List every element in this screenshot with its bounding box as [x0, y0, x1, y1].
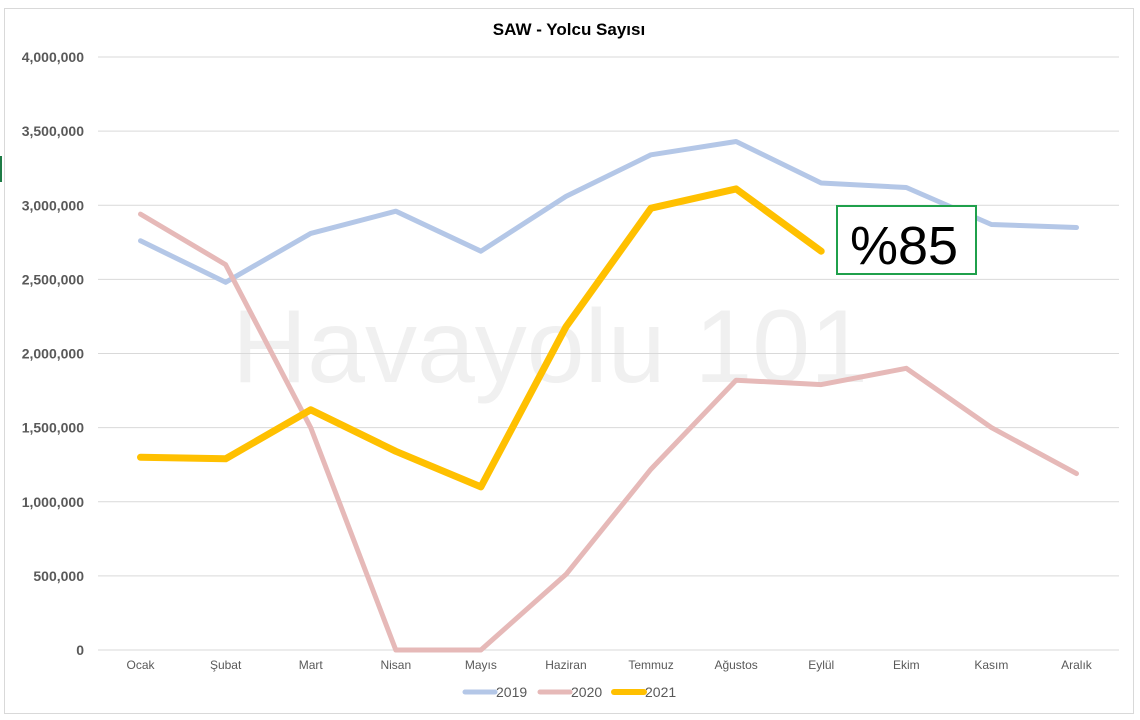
x-tick-label: Mayıs — [465, 658, 497, 672]
y-tick-label: 1,000,000 — [22, 494, 84, 510]
x-tick-label: Haziran — [545, 658, 586, 672]
x-tick-label: Mart — [299, 658, 324, 672]
x-tick-label: Kasım — [974, 658, 1008, 672]
legend-label-2020: 2020 — [571, 684, 602, 700]
series-line-2021 — [137, 185, 825, 491]
series-line-2020 — [138, 211, 1079, 653]
y-tick-label: 0 — [76, 642, 84, 658]
legend-label-2019: 2019 — [496, 684, 527, 700]
x-tick-label: Ocak — [127, 658, 156, 672]
selection-edge-marker — [0, 156, 2, 182]
x-tick-label: Şubat — [210, 658, 242, 672]
x-tick-label: Aralık — [1061, 658, 1093, 672]
series-lines — [137, 139, 1079, 653]
chart-frame — [4, 8, 1134, 714]
x-tick-label: Nisan — [380, 658, 411, 672]
percent-annotation: %85 — [836, 205, 977, 276]
y-tick-label: 2,000,000 — [22, 346, 84, 362]
x-axis: Ocak Şubat Mart Nisan Mayıs Haziran Temmuz Ağus… — [127, 658, 1093, 672]
legend-label-2021: 2021 — [645, 684, 676, 700]
x-tick-label: Eylül — [808, 658, 834, 672]
grid-lines — [98, 56, 1119, 651]
x-tick-label: Ekim — [893, 658, 920, 672]
watermark-text: Havayolu 101 — [232, 289, 868, 405]
x-tick-label: Ağustos — [714, 658, 757, 672]
x-tick-label: Temmuz — [628, 658, 673, 672]
y-tick-label: 4,000,000 — [22, 49, 84, 65]
legend: 2019 2020 2021 — [462, 684, 676, 700]
annotation-box — [836, 205, 977, 275]
y-tick-label: 500,000 — [33, 568, 84, 584]
annotation-text: %85 — [850, 216, 958, 276]
y-tick-label: 2,500,000 — [22, 271, 84, 287]
chart-title: SAW - Yolcu Sayısı — [493, 20, 645, 39]
y-tick-label: 3,500,000 — [22, 123, 84, 139]
y-tick-label: 3,000,000 — [22, 197, 84, 213]
y-axis: 0 500,000 1,000,000 1,500,000 2,000,000 2,500… — [22, 49, 85, 658]
series-line-2019 — [138, 139, 1079, 285]
y-tick-label: 1,500,000 — [22, 420, 84, 436]
